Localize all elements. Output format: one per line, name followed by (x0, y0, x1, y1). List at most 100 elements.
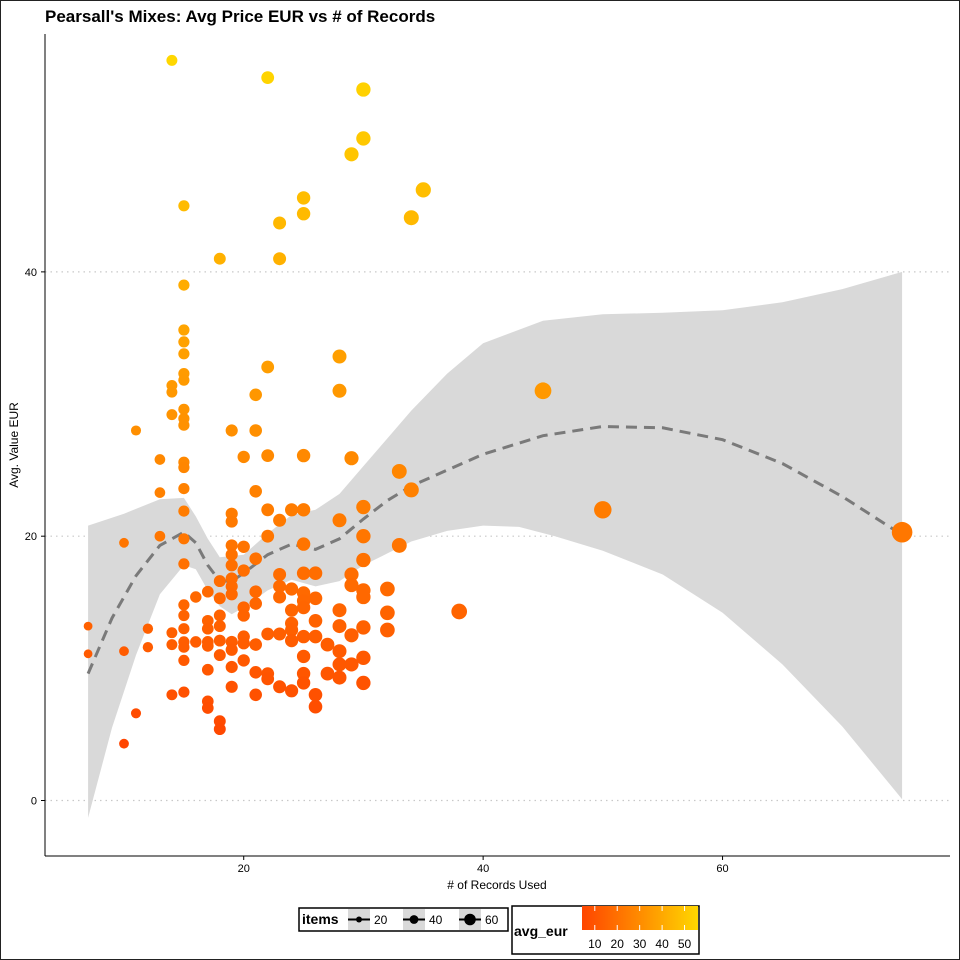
data-point (391, 537, 407, 553)
data-point (332, 670, 347, 685)
data-point (178, 483, 190, 495)
data-point (285, 582, 299, 596)
data-point (296, 666, 311, 681)
data-point (178, 200, 190, 212)
data-point (83, 621, 93, 631)
data-point (249, 424, 262, 437)
data-point (356, 589, 371, 605)
data-point (130, 708, 142, 719)
color-tick-label: 20 (611, 937, 625, 951)
data-point (261, 449, 275, 462)
data-point (308, 629, 323, 644)
data-point (296, 600, 311, 615)
data-point (380, 622, 395, 638)
data-point (356, 552, 371, 568)
data-point (891, 521, 913, 543)
size-key-label: 40 (429, 913, 443, 927)
data-point (296, 191, 311, 205)
data-point (261, 71, 275, 84)
confidence-band (88, 271, 903, 818)
data-point (380, 581, 395, 597)
data-point (201, 663, 214, 676)
data-point (391, 463, 407, 479)
data-point (83, 649, 93, 659)
data-point (213, 592, 226, 605)
data-point (332, 513, 347, 528)
y-axis-title: Avg. Value EUR (7, 402, 21, 488)
data-point (344, 628, 359, 643)
data-point (178, 623, 190, 635)
data-point (285, 684, 299, 698)
data-point (178, 505, 190, 517)
data-point (296, 537, 311, 551)
data-point (332, 657, 347, 672)
data-point (296, 448, 311, 463)
data-point (320, 637, 335, 652)
y-ticks: 0 20 40 (25, 267, 45, 807)
x-tick-label: 60 (716, 863, 728, 875)
data-point (178, 558, 190, 570)
data-point (166, 627, 178, 639)
data-point (178, 324, 190, 336)
data-point (225, 424, 238, 437)
x-tick-label: 20 (238, 863, 250, 875)
data-point (166, 689, 178, 701)
data-point (225, 548, 238, 561)
data-point (225, 588, 238, 601)
data-point (273, 579, 287, 593)
size-legend-title: items (302, 911, 339, 927)
data-point (201, 640, 214, 652)
y-tick-label: 20 (25, 531, 37, 543)
x-axis-title: # of Records Used (447, 878, 546, 892)
data-point (415, 182, 431, 198)
data-point (237, 540, 250, 553)
data-point (166, 639, 178, 651)
data-point (154, 530, 166, 542)
data-point (273, 513, 287, 527)
data-point (356, 499, 371, 515)
data-point (356, 675, 371, 691)
color-tick-label: 50 (678, 937, 692, 951)
data-point (119, 537, 129, 548)
color-tick-label: 10 (588, 937, 602, 951)
data-point (285, 623, 299, 637)
data-point (344, 451, 359, 466)
y-tick-label: 40 (25, 267, 37, 279)
data-point (285, 634, 299, 648)
data-point (190, 636, 202, 648)
data-point (332, 349, 347, 364)
data-point (296, 207, 311, 221)
smooth-trend-line (86, 424, 903, 675)
data-point (225, 515, 238, 528)
data-point (249, 552, 262, 565)
data-point (237, 637, 250, 650)
data-point (142, 642, 154, 653)
data-point (201, 622, 214, 635)
data-point (213, 252, 226, 265)
data-point (178, 686, 190, 698)
data-point (308, 566, 323, 580)
data-point (344, 657, 359, 672)
data-point (273, 627, 287, 641)
data-point (332, 383, 347, 398)
data-point (178, 461, 190, 474)
data-point (225, 643, 238, 656)
color-tick-label: 40 (655, 937, 669, 951)
data-point (296, 649, 311, 664)
data-point (403, 210, 419, 226)
data-point (119, 738, 129, 749)
size-legend: items 20 40 60 (298, 907, 509, 932)
data-point (178, 336, 190, 348)
data-point (451, 603, 468, 620)
color-legend-ticks: 10 20 30 40 50 (588, 906, 692, 951)
data-point (249, 688, 262, 702)
data-point (261, 529, 275, 543)
data-point (178, 599, 190, 611)
size-legend-keys: 20 40 60 (348, 909, 499, 930)
confidence-band-layer (88, 271, 903, 818)
color-legend: avg_eur 10 20 30 40 50 (511, 905, 700, 955)
data-point (225, 680, 238, 693)
data-point (166, 54, 178, 66)
color-tick-label: 30 (633, 937, 647, 951)
